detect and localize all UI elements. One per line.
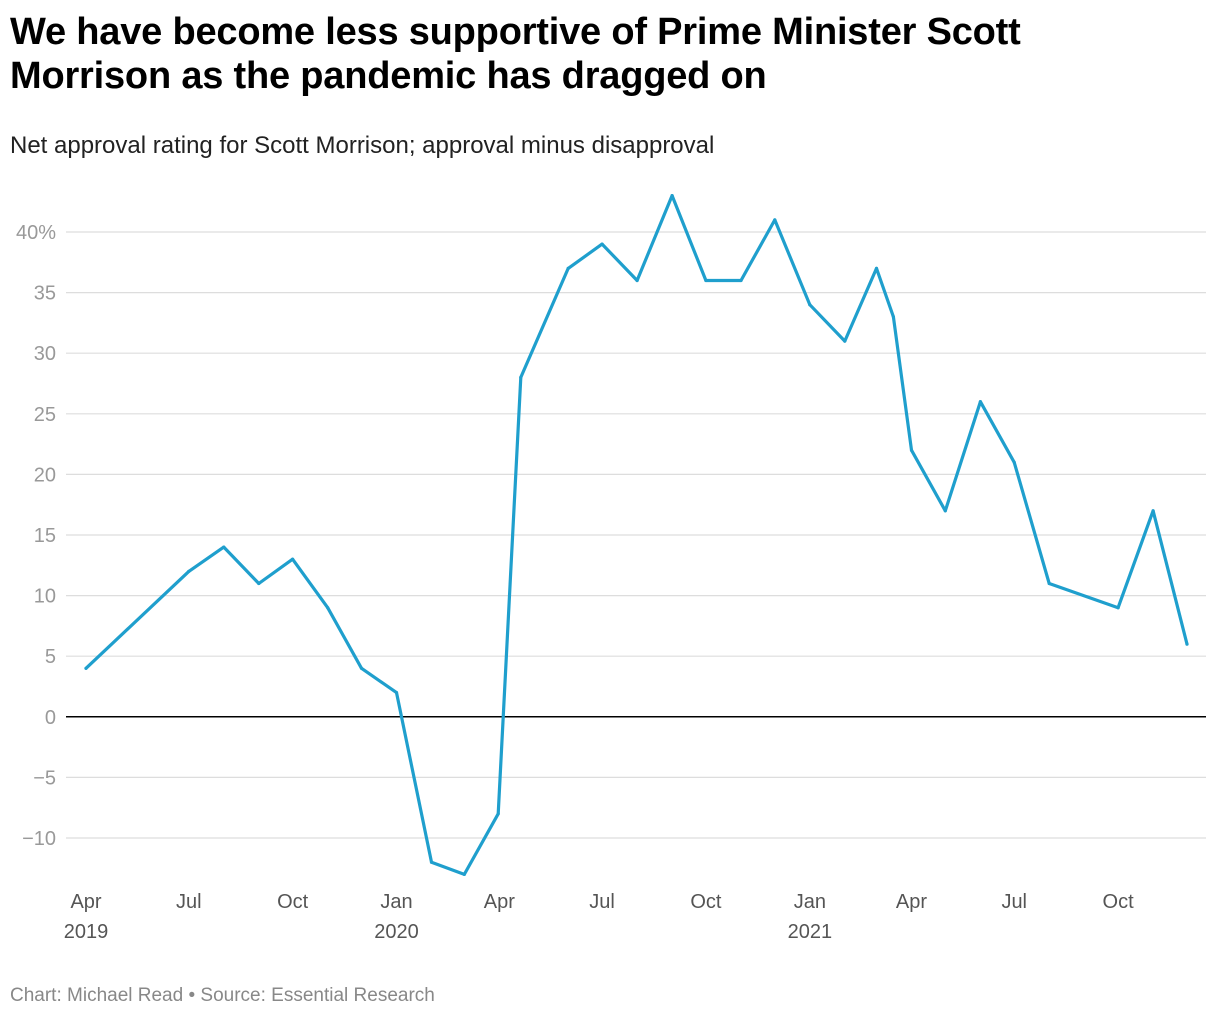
y-tick-label: 15 — [34, 525, 56, 547]
x-tick-label: Jul — [176, 891, 202, 913]
data-point — [257, 581, 261, 586]
data-point — [773, 218, 777, 222]
y-tick-label: 10 — [34, 586, 56, 608]
series-layer — [84, 194, 1189, 877]
data-point — [1012, 460, 1016, 464]
data-point — [635, 278, 639, 283]
x-tick-label: Jan — [794, 891, 826, 913]
data-point — [291, 557, 295, 561]
data-point — [670, 194, 674, 198]
data-point — [909, 448, 914, 452]
data-point — [519, 375, 523, 379]
data-point — [187, 569, 191, 574]
x-tick-label: Oct — [1103, 891, 1135, 913]
gridlines — [66, 231, 1206, 839]
data-point — [1151, 509, 1155, 513]
x-tick-year-label: 2020 — [374, 921, 419, 943]
data-point — [978, 400, 983, 404]
x-tick-label: Apr — [70, 891, 101, 913]
y-axis-tick-labels: 40% 35 30 25 20 15 10 5 0 −5 −10 — [16, 222, 56, 850]
chart-subtitle: Net approval rating for Scott Morrison; … — [10, 132, 715, 159]
data-point — [739, 278, 743, 283]
y-tick-label: 40% — [16, 222, 56, 244]
data-point — [1185, 642, 1189, 646]
data-point — [326, 606, 330, 610]
x-tick-label: Jul — [1001, 891, 1027, 913]
x-tick-label: Oct — [690, 891, 722, 913]
y-tick-label: 0 — [45, 707, 56, 729]
data-point — [704, 278, 708, 283]
data-point — [943, 509, 947, 513]
y-tick-label: 25 — [34, 404, 56, 426]
y-tick-label: 30 — [34, 343, 56, 365]
x-tick-label: Jul — [589, 891, 615, 913]
x-tick-label: Oct — [277, 891, 309, 913]
data-point — [462, 872, 466, 877]
y-tick-label: 35 — [34, 283, 56, 305]
x-axis-tick-labels: Apr 2019 Jul Oct Jan 2020 Apr Jul Oct Jan 2021 Apr J… — [64, 891, 1134, 943]
x-tick-year-label: 2019 — [64, 921, 109, 943]
data-point — [566, 266, 570, 270]
data-point — [874, 266, 879, 270]
data-point — [1047, 581, 1051, 586]
data-point — [429, 860, 434, 864]
chart-title: We have become less supportive of Prime … — [10, 11, 1021, 97]
y-tick-label: −5 — [33, 767, 56, 789]
x-tick-label: Apr — [896, 891, 927, 913]
data-point — [496, 812, 500, 816]
y-tick-label: −10 — [22, 828, 56, 850]
x-tick-label: Jan — [380, 891, 412, 913]
data-point — [359, 666, 364, 670]
data-point — [808, 303, 812, 307]
chart-source-caption: Chart: Michael Read • Source: Essential … — [10, 985, 435, 1006]
data-point — [84, 666, 88, 670]
data-point — [843, 339, 847, 343]
data-point — [222, 545, 226, 549]
x-tick-label: Apr — [484, 891, 515, 913]
data-point — [600, 242, 604, 246]
x-tick-year-label: 2021 — [788, 921, 833, 943]
data-point — [1116, 606, 1120, 610]
y-tick-label: 5 — [45, 646, 56, 668]
data-point — [394, 691, 399, 695]
y-tick-label: 20 — [34, 464, 56, 486]
data-point — [891, 315, 896, 319]
